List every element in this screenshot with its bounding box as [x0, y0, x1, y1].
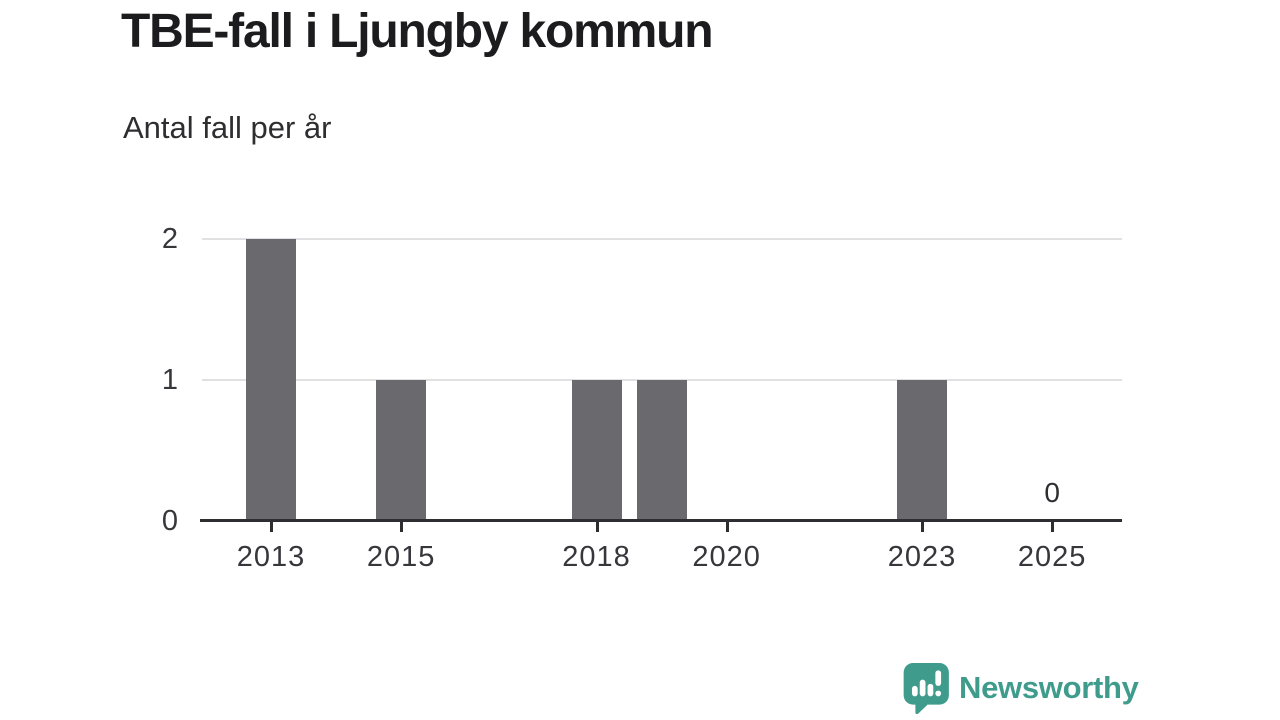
x-axis-tick [725, 522, 729, 532]
gridline-y2 [202, 238, 1122, 240]
x-axis-tick-label: 2018 [562, 541, 631, 573]
bar-2015 [376, 380, 427, 521]
chart-subtitle: Antal fall per år [123, 110, 332, 145]
bar-2018 [571, 380, 622, 521]
value-label-2025: 0 [1044, 477, 1060, 508]
newsworthy-logo: Newsworthy [902, 662, 1139, 714]
y-axis-tick-label: 2 [161, 223, 178, 255]
bar-2023 [897, 380, 947, 521]
x-axis-tick [1051, 522, 1055, 532]
x-axis-tick-label: 2020 [692, 541, 761, 573]
x-axis-tick-label: 2025 [1017, 541, 1087, 573]
x-axis-tick-label: 2023 [887, 541, 957, 573]
x-axis-tick [921, 522, 924, 532]
bar-2019 [636, 380, 687, 521]
brand-wordmark: Newsworthy [959, 670, 1139, 705]
page-title: TBE-fall i Ljungby kommun [121, 5, 714, 58]
x-axis-tick [270, 522, 273, 532]
y-axis-tick-label: 1 [161, 364, 178, 396]
newsworthy-bar-chart-bubble-icon [903, 663, 949, 714]
x-axis-line [200, 519, 1122, 522]
x-axis-tick-label: 2015 [366, 541, 436, 573]
x-axis-tick-label: 2013 [236, 541, 306, 573]
x-axis-tick [595, 522, 599, 532]
x-axis-tick [400, 522, 404, 532]
y-axis-tick-label: 0 [161, 505, 178, 537]
bar-2013 [246, 239, 296, 521]
